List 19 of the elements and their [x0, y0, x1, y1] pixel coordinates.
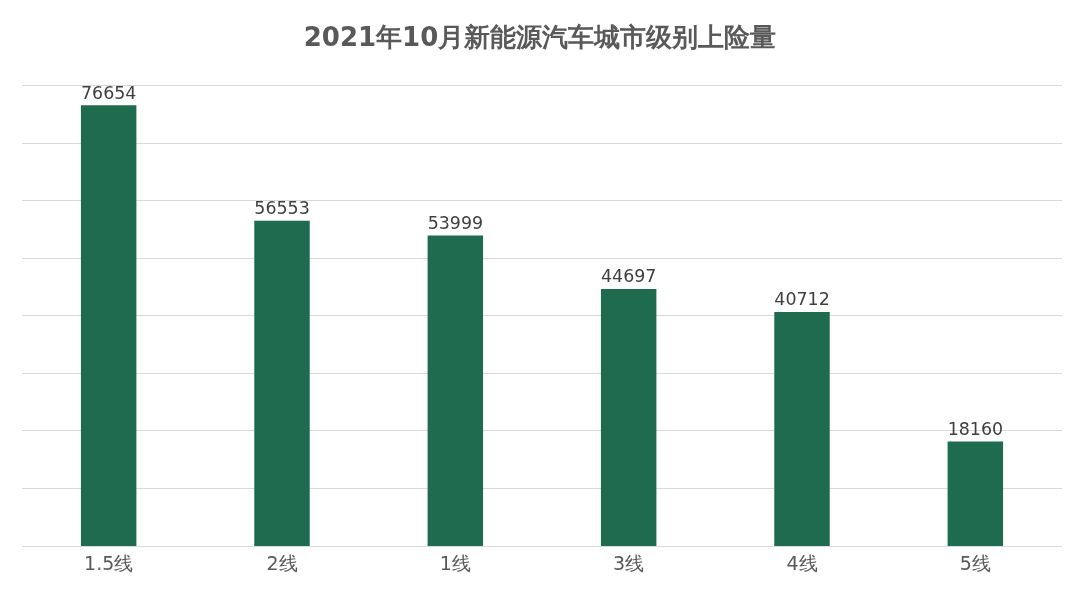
x-tick-label: 1.5线 [84, 551, 134, 574]
x-tick-label: 2线 [266, 551, 298, 574]
x-tick-label: 1线 [439, 551, 471, 574]
bar [254, 220, 310, 546]
bar [427, 235, 484, 546]
data-label: 18160 [947, 418, 1004, 439]
bar [600, 288, 657, 546]
x-tick-label: 5线 [959, 551, 991, 574]
data-label: 56553 [254, 198, 310, 219]
x-tick-label: 4线 [786, 551, 818, 574]
data-label: 53999 [427, 212, 484, 233]
bar [80, 105, 137, 546]
x-tick-label: 3线 [613, 551, 645, 574]
data-label: 40712 [774, 289, 830, 310]
data-label: 76654 [80, 82, 137, 103]
bar [774, 311, 830, 546]
bar [947, 441, 1004, 546]
chart-title: 2021年10月新能源汽车城市级别上险量 [303, 21, 777, 52]
data-label: 44697 [600, 266, 657, 287]
